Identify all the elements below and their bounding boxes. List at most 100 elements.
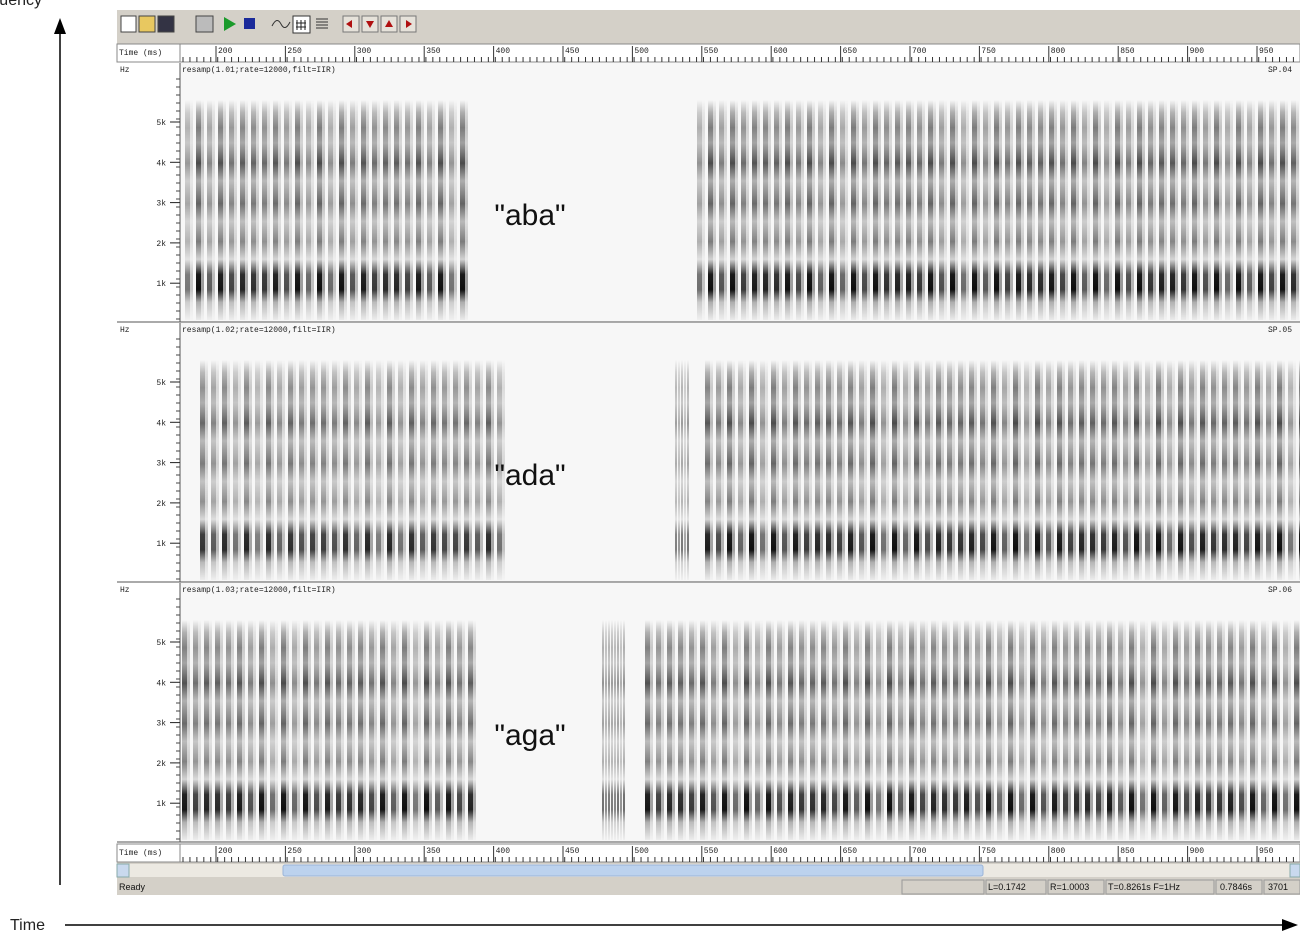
striation [1118, 587, 1123, 840]
open-button[interactable] [139, 16, 155, 32]
striation [222, 327, 227, 580]
striation [385, 587, 388, 840]
striation [1076, 67, 1079, 320]
striation [749, 587, 752, 840]
striation [1148, 67, 1153, 320]
striation [1236, 67, 1241, 320]
striation [1239, 587, 1244, 840]
striation [306, 67, 311, 320]
striation [1244, 327, 1249, 580]
striation [908, 327, 911, 580]
striation [716, 327, 721, 580]
striation [1032, 67, 1035, 320]
striation [834, 67, 837, 320]
striation [343, 327, 348, 580]
striation [1162, 587, 1167, 840]
striation [1296, 67, 1299, 320]
striation [1184, 587, 1189, 840]
striation [332, 327, 337, 580]
striation [741, 67, 746, 320]
striation [854, 587, 859, 840]
tick-label: 450 [565, 847, 580, 856]
striation [303, 587, 308, 840]
striation [284, 67, 289, 320]
time-ruler: Time (ms)2002503003504004505005506006507… [117, 44, 1300, 62]
striation [383, 67, 388, 320]
striation [713, 67, 716, 320]
striation [238, 327, 241, 580]
striation [205, 327, 208, 580]
striation [983, 67, 988, 320]
striation [999, 67, 1002, 320]
striation [497, 327, 502, 580]
tick-label: 500 [634, 847, 649, 856]
striation [840, 67, 845, 320]
striation [1041, 587, 1046, 840]
striation [994, 67, 999, 320]
striation [249, 327, 252, 580]
striation [1214, 67, 1219, 320]
striation [328, 67, 333, 320]
striation [738, 587, 741, 840]
striation [886, 327, 889, 580]
stop-button[interactable] [244, 18, 255, 29]
striation [810, 587, 815, 840]
striation [1283, 587, 1288, 840]
striation [1178, 587, 1181, 840]
striation [697, 67, 702, 320]
striation [361, 67, 366, 320]
striation [623, 587, 625, 840]
new-button[interactable] [121, 16, 136, 32]
striation [277, 327, 282, 580]
status-bar: Ready L=0.1742 R=1.0003 T=0.8261s F=1Hz … [117, 879, 1300, 895]
striation [260, 327, 263, 580]
striation [1046, 587, 1049, 840]
striation [944, 67, 947, 320]
striation [344, 67, 347, 320]
striation [223, 67, 226, 320]
striation [402, 587, 407, 840]
striation [201, 67, 204, 320]
scroll-right[interactable] [1290, 864, 1300, 877]
striation [972, 67, 977, 320]
striation [319, 587, 322, 840]
striation [746, 67, 749, 320]
striation [881, 587, 884, 840]
striation [1060, 67, 1065, 320]
striation [226, 587, 231, 840]
scroll-left[interactable] [117, 864, 129, 877]
striation [451, 587, 454, 840]
striation [1002, 587, 1005, 840]
striation [1098, 67, 1101, 320]
scroll-thumb[interactable] [283, 865, 983, 876]
striation [1024, 587, 1027, 840]
striation [322, 67, 325, 320]
striation [842, 327, 845, 580]
tick-label: 250 [287, 847, 302, 856]
striation [722, 587, 727, 840]
print-button[interactable] [196, 16, 213, 32]
striation [895, 67, 900, 320]
striation [793, 327, 798, 580]
striation [733, 587, 738, 840]
striation [288, 327, 293, 580]
striation [919, 327, 922, 580]
striation [1030, 587, 1035, 840]
striation [1106, 327, 1109, 580]
striation [1282, 327, 1285, 580]
striation [1008, 587, 1013, 840]
striation [310, 327, 315, 580]
striation [743, 327, 746, 580]
save-button[interactable] [158, 16, 174, 32]
striation [233, 327, 238, 580]
striation [1200, 327, 1205, 580]
striation [211, 327, 216, 580]
striation [372, 67, 377, 320]
striation [1173, 587, 1178, 840]
striation [299, 327, 304, 580]
striation [694, 587, 697, 840]
striation [449, 67, 454, 320]
striation [347, 587, 352, 840]
striation [425, 327, 428, 580]
tick-label: 200 [218, 47, 233, 56]
